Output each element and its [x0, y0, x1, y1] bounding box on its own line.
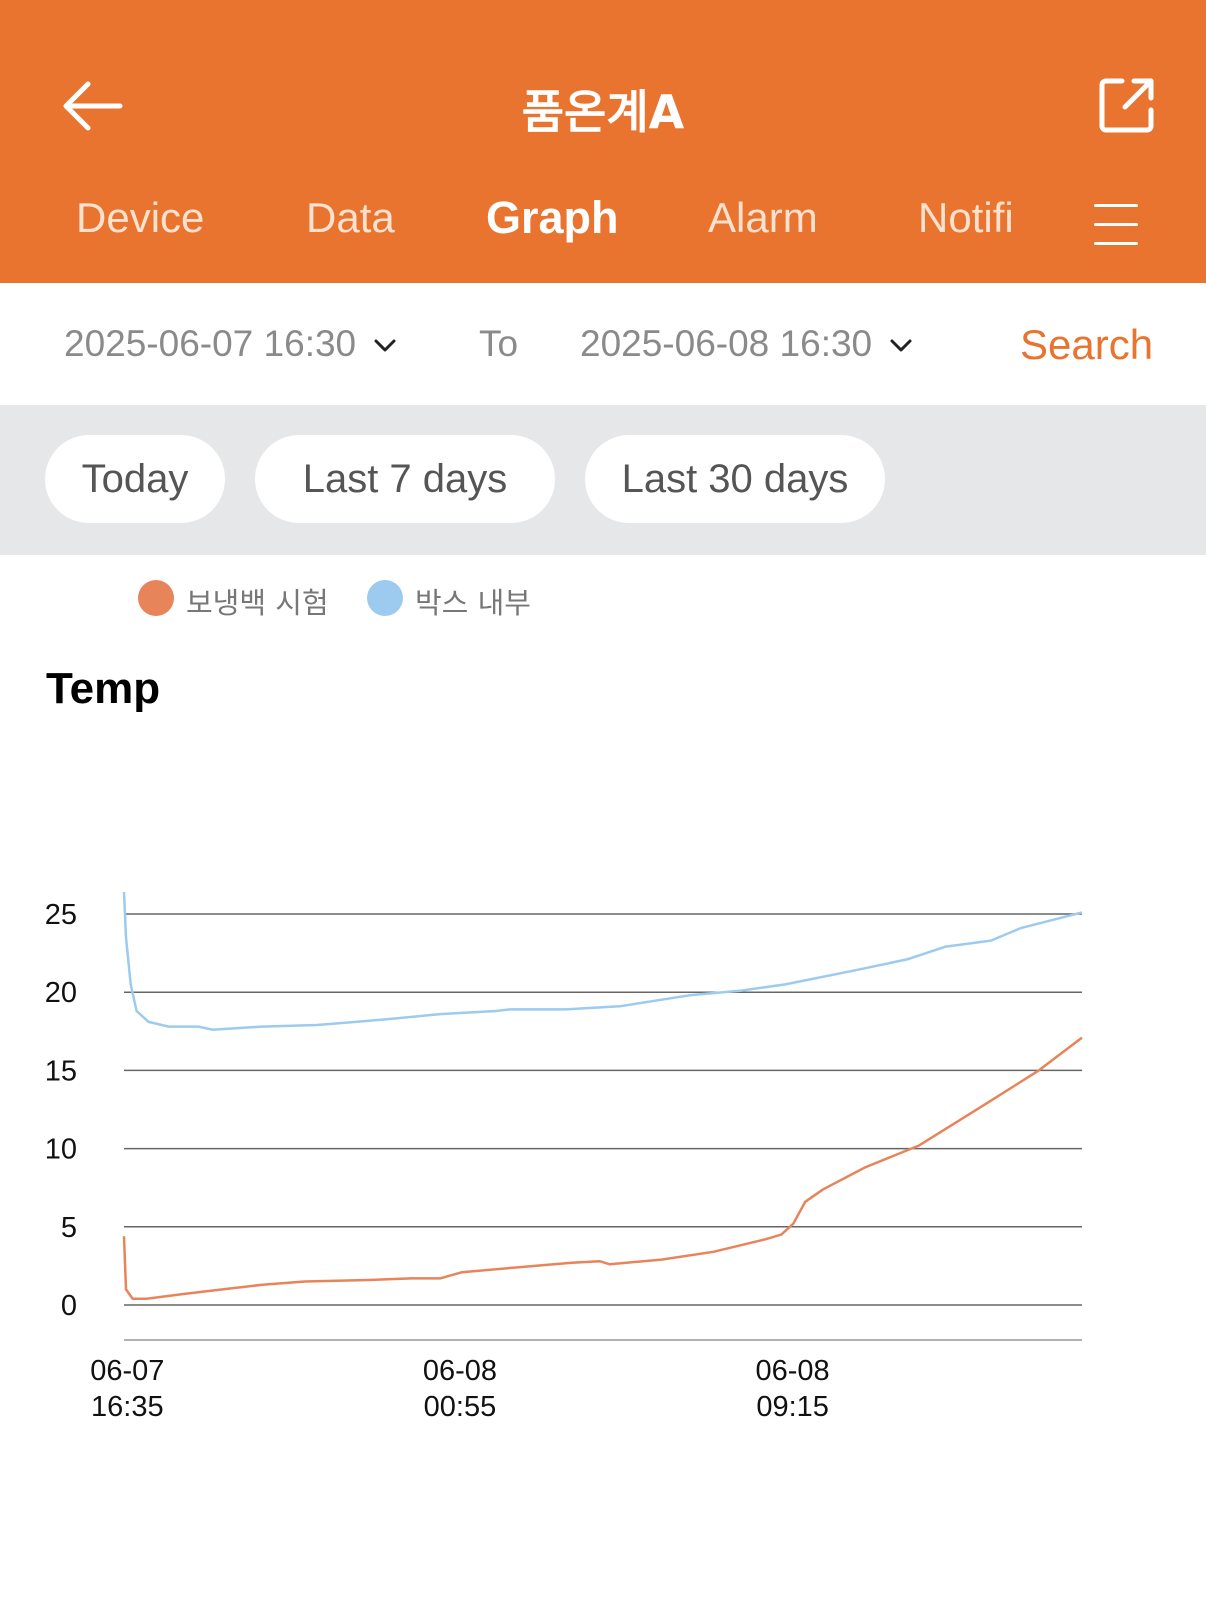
- tab-bar: Device Data Graph Alarm Notifi: [0, 192, 1206, 254]
- share-button[interactable]: [1098, 76, 1156, 134]
- x-tick-label: 00:55: [424, 1391, 497, 1423]
- tab-alarm[interactable]: Alarm: [708, 194, 818, 241]
- legend-color-dot: [138, 580, 174, 616]
- from-date-value: 2025-06-07 16:30: [64, 323, 357, 364]
- back-button[interactable]: [58, 78, 128, 134]
- y-tick-label: 20: [45, 977, 77, 1009]
- tab-data[interactable]: Data: [306, 194, 395, 241]
- x-tick-label: 09:15: [756, 1391, 829, 1423]
- temperature-line-chart: 0 5 10 15 20 25 06-07 16:35 06-08 00:55 06-08 09:15: [45, 892, 1083, 1423]
- chart-legend: 보냉백 시험 박스 내부: [0, 578, 1206, 620]
- legend-label: 보냉백 시험: [186, 586, 329, 620]
- quick-range-bar: Today Last 7 days Last 30 days: [0, 405, 1206, 555]
- today-button[interactable]: Today: [45, 435, 225, 523]
- y-tick-label: 5: [61, 1212, 77, 1244]
- y-tick-label: 10: [45, 1134, 77, 1166]
- chevron-down-icon: [374, 339, 396, 352]
- legend-label: 박스 내부: [415, 586, 531, 620]
- hamburger-menu-icon[interactable]: [1094, 204, 1138, 246]
- search-button[interactable]: Search: [1020, 321, 1154, 368]
- arrow-left-icon: [63, 81, 123, 131]
- x-tick-label: 06-07: [90, 1355, 164, 1387]
- x-tick-label: 06-08: [756, 1355, 830, 1387]
- date-range-bar: 2025-06-07 16:30 To 2025-06-08 16:30 Sea…: [0, 283, 1206, 405]
- last-30-days-button[interactable]: Last 30 days: [585, 435, 885, 523]
- series-line-2: [122, 892, 1083, 1031]
- chevron-down-icon: [890, 339, 912, 352]
- x-tick-label: 06-08: [423, 1355, 497, 1387]
- app-header: 품온계A Device Data Graph Alarm Notifi: [0, 0, 1206, 283]
- y-tick-label: 0: [61, 1290, 77, 1322]
- y-tick-label: 25: [45, 899, 77, 931]
- external-link-icon: [1099, 78, 1154, 133]
- tab-device[interactable]: Device: [76, 194, 205, 241]
- legend-color-dot: [367, 580, 403, 616]
- series-line-1: [122, 1036, 1083, 1300]
- tab-notifications[interactable]: Notifi: [918, 194, 1014, 241]
- chart-title: Temp: [46, 664, 161, 713]
- to-label: To: [479, 323, 519, 364]
- from-date-select[interactable]: 2025-06-07 16:30: [64, 323, 396, 365]
- y-tick-label: 15: [45, 1055, 77, 1087]
- page-title: 품온계A: [521, 85, 685, 139]
- to-date-select[interactable]: 2025-06-08 16:30: [580, 323, 912, 365]
- x-tick-label: 16:35: [91, 1391, 164, 1423]
- to-date-value: 2025-06-08 16:30: [580, 323, 873, 364]
- last-7-days-button[interactable]: Last 7 days: [255, 435, 555, 523]
- tab-graph[interactable]: Graph: [486, 192, 619, 243]
